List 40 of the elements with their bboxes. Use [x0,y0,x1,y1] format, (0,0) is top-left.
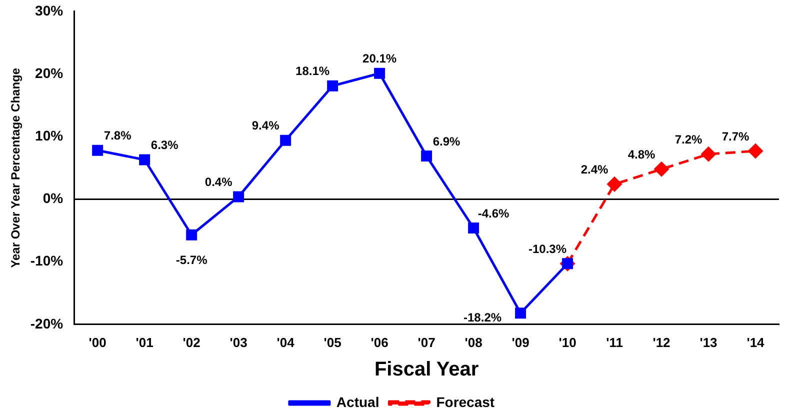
x-tick-label: '12 [652,334,670,350]
data-label: -10.3% [528,242,567,256]
data-label: 2.4% [580,162,609,176]
x-tick-label: '08 [464,334,482,350]
data-label: 7.8% [104,128,132,143]
x-tick-label: '07 [418,334,436,350]
data-label: 6.3% [150,138,179,152]
x-tick-label: '03 [230,334,248,350]
x-tick-label: '00 [88,334,106,350]
data-label: 4.8% [628,147,656,162]
data-label: 0.4% [204,175,233,190]
y-tick-label: 20% [35,64,64,81]
data-label: 6.9% [432,134,461,148]
data-label: -5.7% [176,253,208,268]
data-label: 18.1% [296,64,330,78]
x-tick-label: '06 [370,334,388,350]
x-tick-label: '11 [606,334,623,350]
legend-label: Forecast [436,394,495,410]
x-tick-label: '09 [512,334,530,350]
x-tick-label: '14 [746,334,766,350]
y-axis-title: Year Over Year Percentage Change [8,68,23,268]
data-label: -4.6% [478,206,510,220]
y-tick-label: 30% [35,2,64,18]
x-tick-label: '01 [136,334,154,350]
x-tick-label: '04 [276,334,296,350]
x-tick-label: '05 [324,334,342,350]
x-tick-label: '10 [558,334,576,350]
y-tick-label: 10% [35,127,64,144]
x-tick-label: '02 [182,334,200,350]
data-label: -18.2% [464,310,502,324]
legend-label: Actual [336,394,380,410]
x-tick-label: '13 [700,334,718,350]
data-label: 7.2% [674,132,703,146]
data-label: 20.1% [362,52,397,66]
y-tick-label: 0% [42,190,64,206]
data-label: 9.4% [252,118,280,133]
y-tick-label: -20% [30,315,64,332]
y-tick-label: -10% [30,252,64,269]
data-label: 7.7% [722,129,750,144]
x-axis-title: Fiscal Year [374,358,479,381]
